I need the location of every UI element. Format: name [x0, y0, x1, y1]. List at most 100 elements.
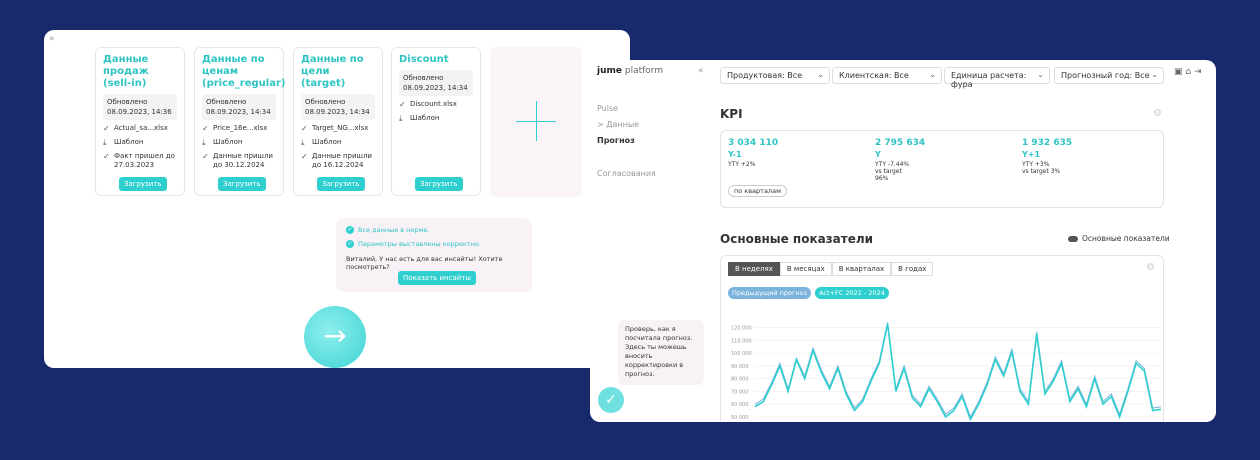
chevron: ⌄: [817, 70, 824, 79]
updated-label: Обновлено: [305, 98, 346, 106]
item-text: Target_NG...xlsx: [312, 124, 369, 132]
period-tab[interactable]: В месяцах: [779, 262, 832, 276]
upload-button[interactable]: Загрузить: [119, 177, 167, 191]
nav-item[interactable]: Прогноз: [597, 136, 635, 145]
series-line: [754, 323, 1162, 422]
upload-panel: » ✓ Все данные в норме. ✓ Параметры выставл…: [44, 30, 630, 368]
kpi-note: vs target: [875, 168, 902, 175]
chevron: ⌄: [1037, 70, 1044, 79]
toggle[interactable]: Основные показатели: [1068, 234, 1170, 243]
kpi-note: YTY +2%: [728, 161, 756, 168]
upload-button[interactable]: Загрузить: [415, 177, 463, 191]
nav-item[interactable]: Pulse: [597, 104, 619, 113]
card-title: Данные продаж (sell-in): [103, 54, 149, 89]
filter-label: Продуктовая: Все: [727, 71, 803, 80]
logo-product: platform: [624, 66, 664, 76]
updated-box: Обновлено 08.09.2023, 14:34: [399, 70, 473, 96]
next-button[interactable]: →: [304, 306, 366, 368]
item-icon: ⤓: [301, 138, 305, 147]
kpi-column: 2 795 634 Y YTY -7.44% vs target 96%: [875, 138, 925, 182]
item-icon: ⤓: [103, 138, 107, 147]
kpi-column: 1 932 635 Y+1 YTY +3% vs target 3%: [1022, 138, 1072, 175]
y-tick-label: 50 000: [731, 415, 749, 421]
period-tab[interactable]: В кварталах: [831, 262, 892, 276]
item-text: Факт пришел до 27.03.2023: [114, 152, 175, 169]
nav-item[interactable]: > Данные: [597, 120, 640, 129]
add-card[interactable]: [490, 47, 582, 197]
data-card: Данные продаж (sell-in) Обновлено 08.09.20…: [95, 47, 185, 196]
filter-dropdown[interactable]: Продуктовая: Все ⌄: [720, 67, 830, 84]
filter-label: Единица расчета: фура: [951, 71, 1027, 89]
section-title: Основные показатели: [720, 232, 874, 246]
updated-date: 08.09.2023, 14:34: [403, 84, 468, 92]
check-icon: ✓: [346, 226, 354, 234]
collapse-icon[interactable]: «: [698, 66, 704, 76]
filter-label: Клиентская: Все: [839, 71, 909, 80]
y-tick-label: 120 000: [731, 326, 752, 332]
updated-box: Обновлено 08.09.2023, 14:34: [301, 94, 375, 120]
toolbar-icons[interactable]: ▣ ⌂ ⇥: [1174, 67, 1202, 77]
settings-icon[interactable]: ⚙: [1153, 108, 1162, 119]
item-icon: ✓: [202, 124, 209, 133]
item-text: Actual_sa...xlsx: [114, 124, 168, 132]
item-icon: ✓: [399, 100, 406, 109]
insights-button[interactable]: Показать инсайты: [398, 271, 476, 285]
toggle-label: Основные показатели: [1082, 234, 1170, 243]
legend-chip[interactable]: Предыдущий прогноз: [728, 287, 812, 299]
kpi-note: 96%: [875, 175, 889, 182]
filter-dropdown[interactable]: Прогнозный год: Все ⌄: [1054, 67, 1164, 84]
item-icon: ⤓: [202, 138, 206, 147]
kpi-column: 3 034 110 Y-1 YTY +2%: [728, 138, 778, 168]
kpi-label: Y+1: [1022, 150, 1041, 159]
assistant-avatar[interactable]: ✓: [598, 387, 624, 413]
updated-box: Обновлено 08.09.2023, 14:36: [103, 94, 177, 120]
upload-button[interactable]: Загрузить: [218, 177, 266, 191]
item-text: Шаблон: [312, 138, 342, 146]
item-text: Шаблон: [410, 114, 440, 122]
upload-button[interactable]: Загрузить: [317, 177, 365, 191]
chart-settings-icon[interactable]: ⚙: [1146, 262, 1155, 273]
kpi-chip[interactable]: по кварталам: [728, 185, 787, 197]
item-text: Данные пришли до 16.12.2024: [312, 152, 372, 169]
y-tick-label: 110 000: [731, 338, 752, 344]
data-card: Данные по ценам (price_regular) Обновлено…: [194, 47, 286, 196]
updated-label: Обновлено: [403, 74, 444, 82]
filter-dropdown[interactable]: Единица расчета: фура ⌄: [944, 67, 1050, 89]
y-tick-label: 60 000: [731, 402, 749, 408]
card-item: ✓ Price_16e...xlsx: [202, 124, 276, 133]
y-tick-label: 90 000: [731, 364, 749, 370]
item-text: Discount.xlsx: [410, 100, 457, 108]
legend-chip[interactable]: Act+FC 2021 - 2024: [815, 287, 889, 299]
nav-item[interactable]: Согласования: [597, 169, 656, 178]
card-title: Данные по цели (target): [301, 54, 364, 89]
kpi-note: vs target 3%: [1022, 168, 1061, 175]
updated-label: Обновлено: [206, 98, 247, 106]
check-text: Параметры выставлены корректно.: [358, 240, 481, 248]
logo-brand: jume: [597, 66, 622, 76]
period-tab[interactable]: В годах: [891, 262, 934, 276]
item-icon: ✓: [301, 152, 308, 161]
message-text: Виталий, У нас есть для вас инсайты! Хот…: [346, 255, 503, 271]
message-box: ✓ Все данные в норме. ✓ Параметры выставлен…: [336, 218, 532, 292]
card-item: ✓ Данные пришли до 30.12.2024: [202, 152, 276, 170]
platform-panel: jume platform « ▣ ⌂ ⇥ KPI ⚙ 3 034 110 Y-1…: [590, 60, 1216, 422]
updated-date: 08.09.2023, 14:36: [107, 108, 172, 116]
kpi-label: Y-1: [728, 150, 742, 159]
filter-dropdown[interactable]: Клиентская: Все ⌄: [832, 67, 942, 84]
period-tab[interactable]: В неделях: [728, 262, 780, 276]
card-item: ✓ Факт пришел до 27.03.2023: [103, 152, 177, 170]
item-text: Шаблон: [213, 138, 243, 146]
item-text: Шаблон: [114, 138, 144, 146]
assistant-bubble: Проверь, как я посчитала прогноз. Здесь …: [618, 320, 704, 385]
kpi-value: 3 034 110: [728, 138, 779, 148]
item-icon: ✓: [301, 124, 308, 133]
updated-box: Обновлено 08.09.2023, 14:34: [202, 94, 276, 120]
item-text: Данные пришли до 30.12.2024: [213, 152, 273, 169]
data-card: Discount Обновлено 08.09.2023, 14:34 ✓ Disco…: [391, 47, 481, 196]
card-title: Данные по ценам (price_regular): [202, 54, 286, 89]
item-icon: ✓: [103, 152, 110, 161]
item-icon: ✓: [103, 124, 110, 133]
y-tick-label: 80 000: [731, 377, 749, 383]
y-tick-label: 70 000: [731, 389, 749, 395]
expand-icon[interactable]: »: [49, 34, 55, 44]
